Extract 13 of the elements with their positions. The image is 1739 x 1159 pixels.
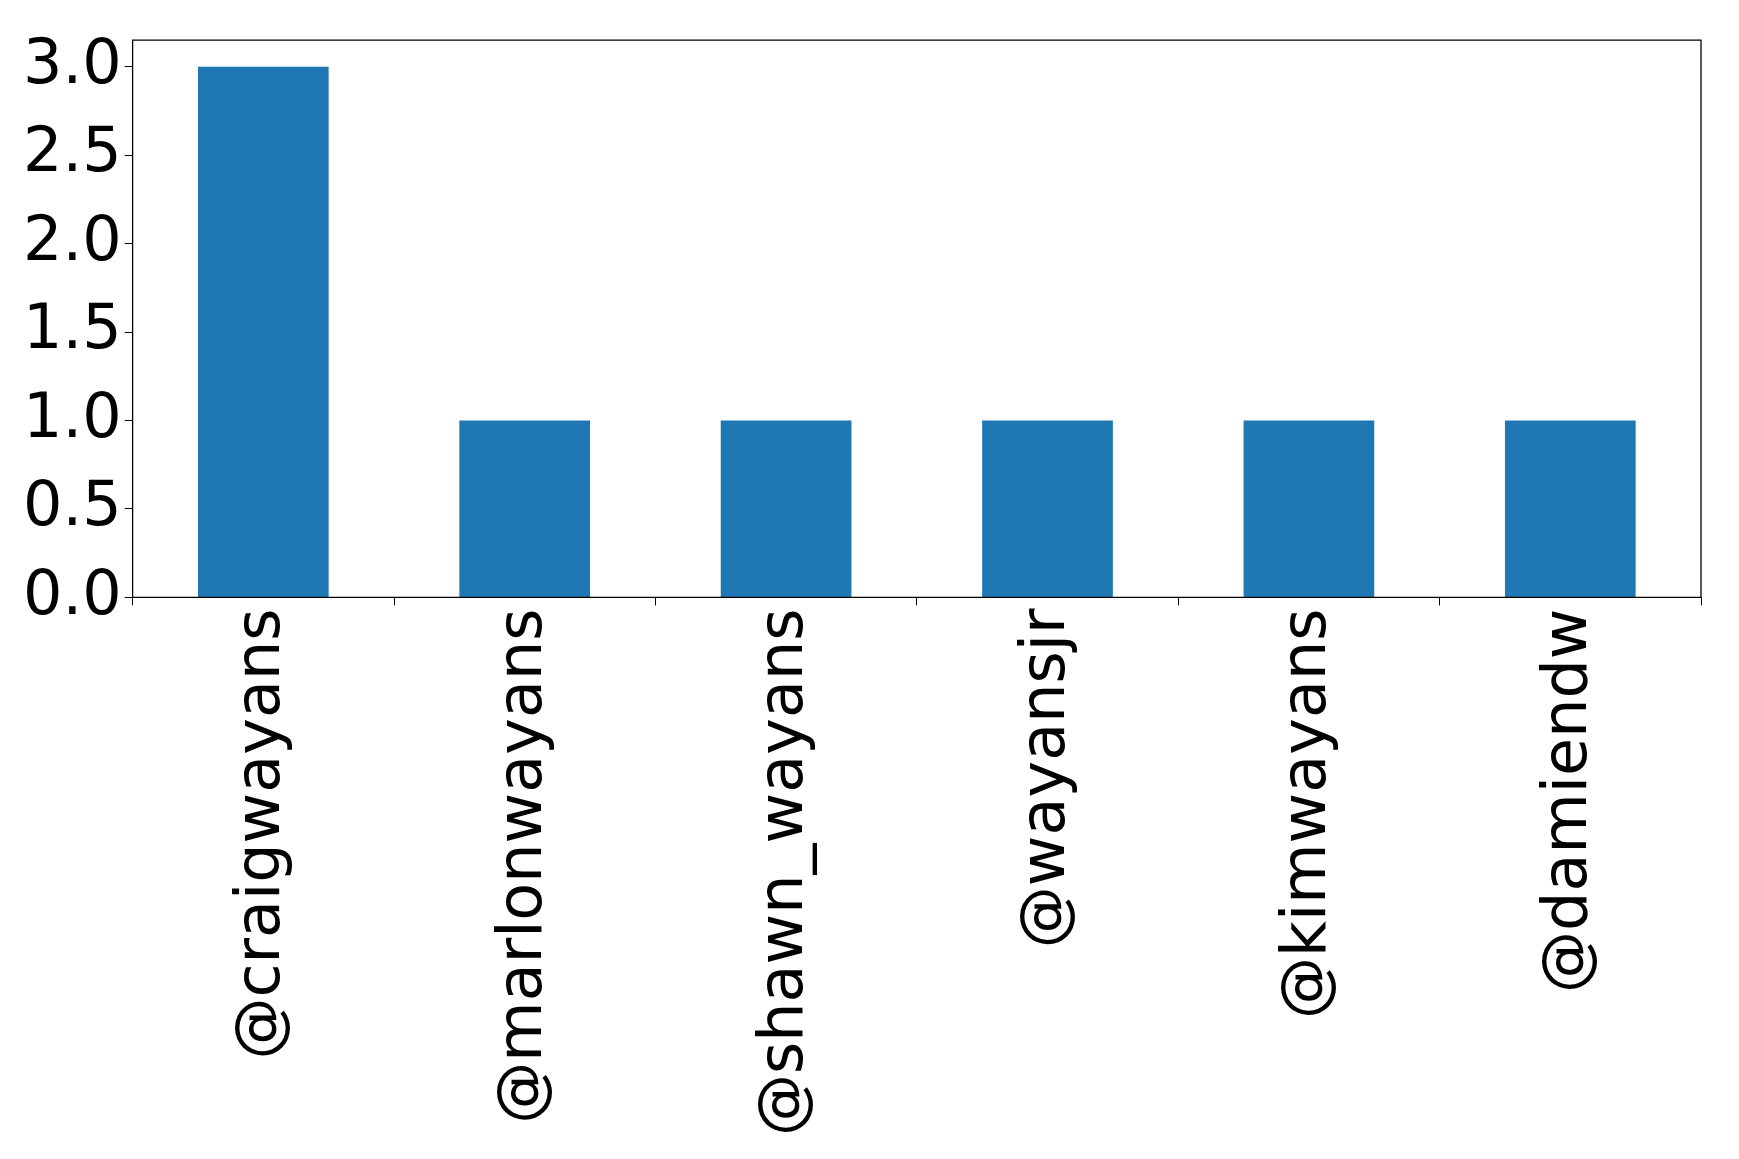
x-tick-label: @wayansjr [1005, 607, 1079, 949]
y-tick-label: 0.0 [22, 555, 122, 629]
y-tick-label: 2.0 [22, 201, 122, 275]
y-tick-label: 1.5 [22, 290, 122, 364]
x-tick-label: @marlonwayans [482, 608, 556, 1124]
y-tick-label: 0.5 [22, 467, 122, 541]
x-tick-label: @damiendw [1528, 608, 1602, 993]
x-tick-label: @craigwayans [221, 608, 295, 1060]
x-tick-label: @shawn_wayans [744, 608, 818, 1136]
y-tick-label: 1.0 [22, 378, 122, 452]
y-tick-label: 3.0 [22, 24, 122, 98]
x-tick-label: @kimwayans [1267, 608, 1341, 1019]
y-tick-label: 2.5 [22, 113, 122, 187]
